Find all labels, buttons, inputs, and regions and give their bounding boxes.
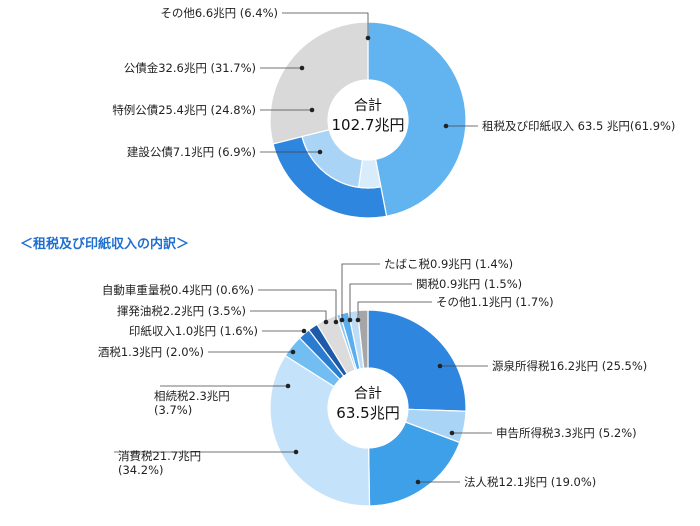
- tax-label-5-dot: [290, 349, 296, 355]
- tax-label-2-dot: [415, 479, 421, 485]
- tax-label-9-dot: [339, 317, 345, 323]
- total-revenue-labels: その他6.6兆円 (6.4%) 公債金32.6兆円 (31.7%) 特例公債25.4…: [112, 6, 675, 159]
- tax-label-0-dot: [437, 363, 443, 369]
- label-other-leader: [282, 12, 369, 38]
- label-deficit-bonds: 特例公債25.4兆円 (24.8%): [112, 103, 256, 117]
- tax-label-0: 源泉所得税16.2兆円 (25.5%): [492, 359, 647, 373]
- label-public-bonds-dot: [299, 65, 305, 71]
- tax-label-4-line1: 相続税2.3兆円: [154, 389, 230, 403]
- total-revenue-donut: [269, 21, 467, 219]
- total-center-value: 102.7兆円: [332, 116, 405, 134]
- tax-label-11-leader: [357, 301, 432, 320]
- donut-hole: [328, 80, 408, 160]
- donut-hole-2: [328, 368, 408, 448]
- slice-other: [269, 21, 369, 145]
- tax-label-7-leader: [250, 310, 327, 322]
- tax-label-3-line1: 消費税21.7兆円: [118, 449, 201, 463]
- tax-label-7: 揮発油税2.2兆円 (3.5%): [117, 304, 246, 318]
- tax-label-8-dot: [333, 319, 339, 325]
- tax-breakdown-labels: 源泉所得税16.2兆円 (25.5%) 申告所得税3.3兆円 (5.2%) 法人税1…: [98, 257, 647, 489]
- label-deficit-bonds-dot: [309, 107, 315, 113]
- tax-breakdown-center: 合計 63.5兆円: [336, 386, 399, 422]
- breakdown-title: ＜租税及び印紙収入の内訳＞: [20, 236, 189, 252]
- tax-label-8-leader: [258, 289, 337, 322]
- tax-label-6-dot: [301, 328, 307, 334]
- breakdown-center-label: 合計: [354, 386, 382, 402]
- breakdown-center-value: 63.5兆円: [336, 404, 399, 422]
- label-construction-bonds: 建設公債7.1兆円 (6.9%): [127, 145, 256, 159]
- label-tax-and-stamp-dot: [443, 123, 449, 129]
- tax-label-9: たばこ税0.9兆円 (1.4%): [384, 257, 513, 271]
- tax-label-5: 酒税1.3兆円 (2.0%): [98, 345, 204, 359]
- total-revenue-center: 合計 102.7兆円: [332, 98, 405, 134]
- tax-label-2: 法人税12.1兆円 (19.0%): [464, 475, 596, 489]
- tax-label-11-dot: [355, 317, 361, 323]
- label-tax-and-stamp: 租税及び印紙収入 63.5 兆円(61.9%): [482, 119, 675, 133]
- tax-label-3-line2: (34.2%): [118, 463, 164, 477]
- tax-label-4: 相続税2.3兆円(3.7%): [154, 389, 230, 417]
- tax-label-7-dot: [323, 319, 329, 325]
- label-other-dot: [365, 35, 371, 41]
- tax-label-3: 消費税21.7兆円(34.2%): [118, 449, 201, 477]
- tax-label-6: 印紙収入1.0兆円 (1.6%): [129, 324, 258, 338]
- tax-label-10: 関税0.9兆円 (1.5%): [416, 277, 522, 291]
- label-public-bonds: 公債金32.6兆円 (31.7%): [124, 61, 256, 75]
- tax-label-1: 申告所得税3.3兆円 (5.2%): [496, 426, 637, 440]
- tax-label-8: 自動車重量税0.4兆円 (0.6%): [102, 283, 254, 297]
- tax-breakdown-donut: [269, 309, 467, 507]
- tax-label-10-dot: [347, 317, 353, 323]
- label-construction-bonds-dot: [317, 149, 323, 155]
- tax-label-11: その他1.1兆円 (1.7%): [436, 295, 554, 309]
- label-other: その他6.6兆円 (6.4%): [160, 6, 278, 20]
- tax-label-1-dot: [449, 430, 455, 436]
- tax-label-3-dot: [293, 449, 299, 455]
- tax-label-4-dot: [285, 383, 291, 389]
- tax-label-9-leader: [341, 263, 380, 320]
- tax-label-4-line2: (3.7%): [154, 403, 192, 417]
- tax-label-10-leader: [349, 283, 412, 320]
- total-center-label: 合計: [354, 98, 382, 114]
